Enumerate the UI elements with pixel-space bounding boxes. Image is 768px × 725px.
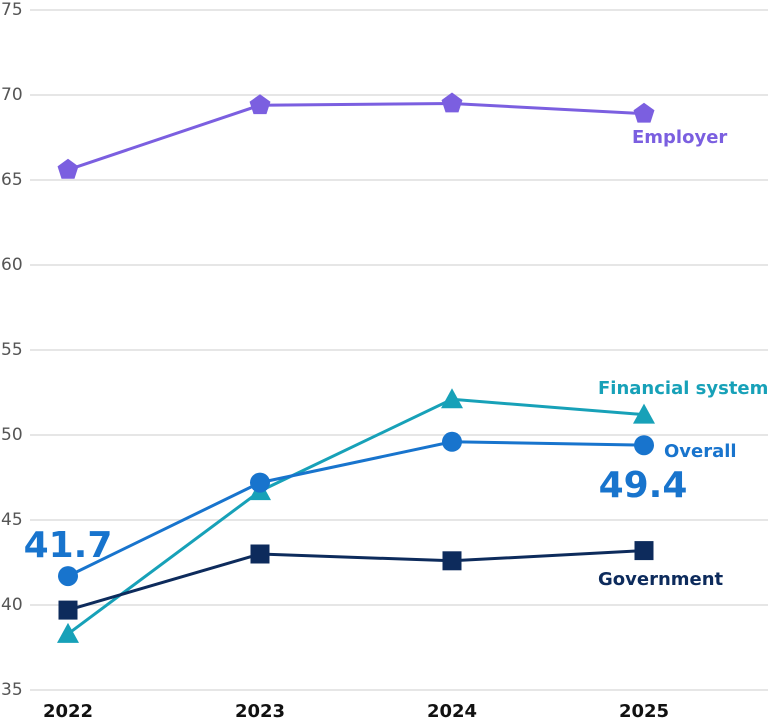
point	[441, 388, 463, 409]
point	[57, 622, 79, 643]
series-line	[67, 549, 645, 612]
x-tick-label: 2024	[427, 701, 477, 722]
point	[442, 551, 462, 571]
point	[58, 600, 78, 620]
point	[57, 158, 79, 179]
point	[633, 403, 655, 424]
series-label: Employer	[632, 127, 727, 148]
x-tick-label: 2025	[619, 701, 669, 722]
point	[250, 544, 270, 564]
point	[633, 102, 655, 123]
point	[634, 541, 654, 561]
value-label: 41.7	[24, 525, 113, 566]
y-tick-label: 40	[1, 595, 23, 615]
y-tick-label: 65	[1, 170, 23, 190]
x-tick-label: 2023	[235, 701, 285, 722]
series-line	[67, 101, 645, 172]
y-tick-label: 60	[1, 255, 23, 275]
series-label: Financial system	[598, 378, 768, 399]
point	[249, 94, 271, 115]
point	[441, 92, 463, 113]
y-tick-label: 55	[1, 340, 23, 360]
series-line	[67, 397, 645, 636]
point	[634, 435, 654, 456]
y-tick-label: 75	[1, 0, 23, 20]
point	[58, 566, 78, 587]
y-tick-label: 35	[1, 680, 23, 700]
y-tick-label: 70	[1, 85, 23, 105]
value-label: 49.4	[599, 465, 688, 506]
point	[250, 472, 270, 493]
series-label: Government	[598, 569, 724, 590]
series-line	[67, 440, 645, 578]
y-tick-label: 45	[1, 510, 23, 530]
y-tick-label: 50	[1, 425, 23, 445]
series-label: Overall	[664, 441, 737, 462]
point	[442, 431, 462, 452]
x-tick-label: 2022	[43, 701, 93, 722]
